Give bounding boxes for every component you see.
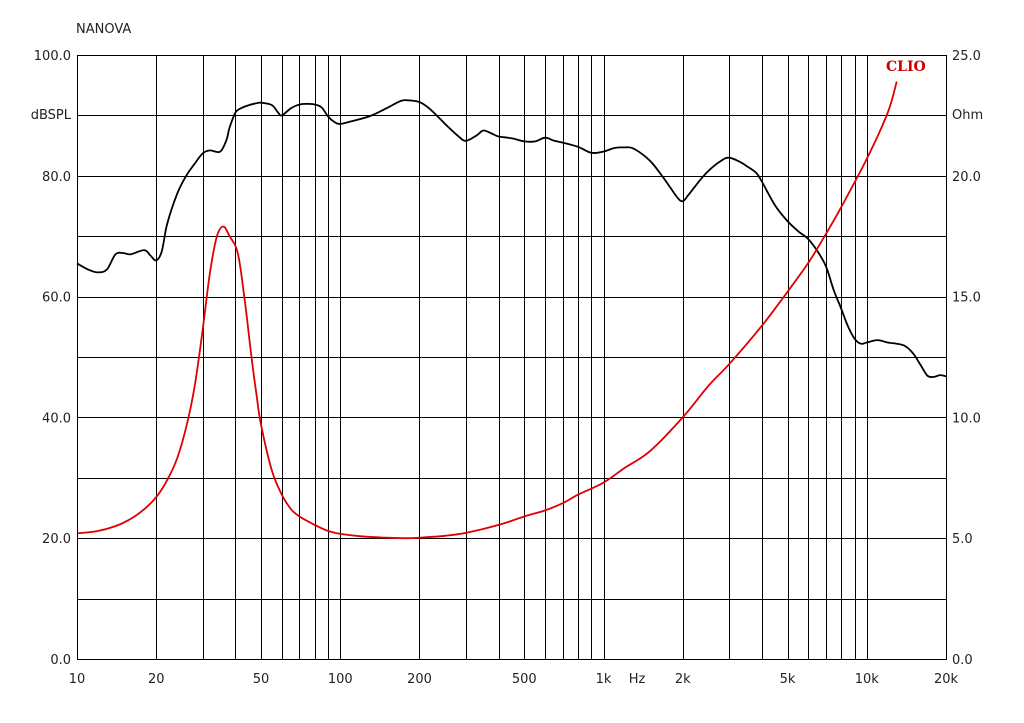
spl-curve — [76, 99, 947, 378]
x-tick-label: 1k — [596, 672, 612, 687]
right-y-tick-label: 15.0 — [952, 291, 981, 306]
left-y-tick-label: 20.0 — [42, 532, 71, 547]
right-y-tick-label: 10.0 — [952, 411, 981, 426]
x-tick-label: 20 — [148, 672, 165, 687]
x-tick-label: 2k — [675, 672, 691, 687]
x-tick-label: 20k — [934, 672, 959, 687]
left-axis-label: dBSPL — [31, 108, 72, 123]
chart-title: NANOVA — [76, 22, 131, 37]
data-series — [76, 81, 947, 540]
x-axis-label: Hz — [629, 672, 646, 687]
right-y-tick-label: 20.0 — [952, 170, 981, 185]
x-tick-label: 100 — [328, 672, 353, 687]
x-tick-label: 5k — [780, 672, 796, 687]
tick-labels: 10 20 50 100 200 500 1k 2k 5k 10k 20k 0.0 20.0 40.0 60… — [34, 49, 981, 687]
right-axis-label: Ohm — [952, 108, 983, 123]
x-tick-label: 200 — [407, 672, 432, 687]
left-y-tick-label: 100.0 — [34, 49, 71, 64]
left-y-tick-label: 60.0 — [42, 291, 71, 306]
clio-logo: CLIO — [886, 59, 926, 75]
plot-frame — [77, 55, 947, 660]
left-y-tick-label: 80.0 — [42, 170, 71, 185]
grid-lines — [77, 55, 946, 659]
x-tick-label: 10 — [69, 672, 86, 687]
right-y-tick-label: 25.0 — [952, 49, 981, 64]
x-tick-label: 10k — [855, 672, 880, 687]
left-y-tick-label: 40.0 — [42, 411, 71, 426]
right-y-tick-label: 0.0 — [952, 653, 973, 668]
left-y-tick-label: 0.0 — [50, 653, 71, 668]
impedance-curve — [76, 81, 898, 540]
x-tick-label: 50 — [253, 672, 270, 687]
x-tick-label: 500 — [512, 672, 537, 687]
right-y-tick-label: 5.0 — [952, 532, 973, 547]
